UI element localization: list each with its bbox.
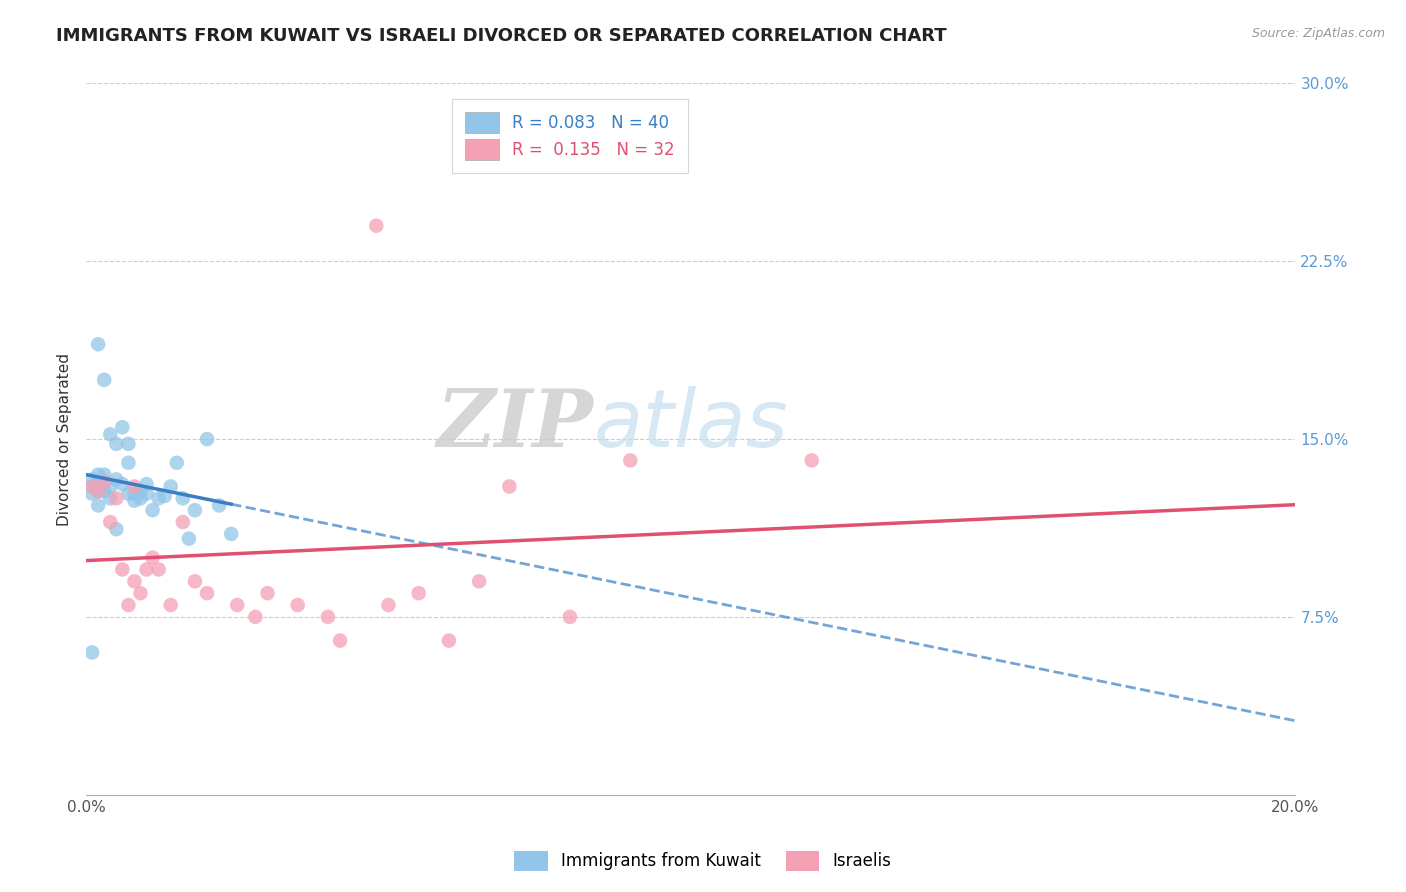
Point <box>87 467 110 482</box>
Point <box>105 522 128 536</box>
Point <box>117 486 139 500</box>
Point <box>124 493 146 508</box>
Point <box>82 645 104 659</box>
Point <box>93 484 115 499</box>
Point <box>98 491 121 506</box>
Point <box>172 515 194 529</box>
Point <box>287 598 309 612</box>
Point <box>184 503 207 517</box>
Point <box>219 527 242 541</box>
Point <box>468 574 491 589</box>
Text: atlas: atlas <box>593 386 789 464</box>
Point <box>87 484 110 499</box>
Point <box>142 550 165 565</box>
Point <box>377 598 399 612</box>
Point <box>316 610 339 624</box>
Point <box>111 477 134 491</box>
Text: Source: ZipAtlas.com: Source: ZipAtlas.com <box>1251 27 1385 40</box>
Point <box>82 486 104 500</box>
Point <box>129 586 152 600</box>
Point <box>619 453 641 467</box>
Point <box>329 633 352 648</box>
Point <box>117 456 139 470</box>
Point <box>184 574 207 589</box>
Point <box>111 420 134 434</box>
Point <box>105 491 128 506</box>
Point <box>111 562 134 576</box>
Point <box>87 499 110 513</box>
Point <box>124 574 146 589</box>
Point <box>159 598 181 612</box>
Point <box>105 472 128 486</box>
Point <box>142 503 165 517</box>
Point <box>172 491 194 506</box>
Legend: R = 0.083   N = 40, R =  0.135   N = 32: R = 0.083 N = 40, R = 0.135 N = 32 <box>451 99 688 173</box>
Point <box>117 598 139 612</box>
Point <box>148 491 170 506</box>
Point <box>800 453 823 467</box>
Point <box>98 515 121 529</box>
Point <box>93 373 115 387</box>
Point <box>153 489 176 503</box>
Text: IMMIGRANTS FROM KUWAIT VS ISRAELI DIVORCED OR SEPARATED CORRELATION CHART: IMMIGRANTS FROM KUWAIT VS ISRAELI DIVORC… <box>56 27 946 45</box>
Point <box>82 479 104 493</box>
Point <box>558 610 581 624</box>
Point <box>93 475 115 489</box>
Point <box>87 337 110 351</box>
Legend: Immigrants from Kuwait, Israelis: Immigrants from Kuwait, Israelis <box>506 842 900 880</box>
Point <box>408 586 430 600</box>
Point <box>256 586 278 600</box>
Point <box>195 586 218 600</box>
Point <box>129 491 152 506</box>
Point <box>82 479 104 493</box>
Point <box>135 486 157 500</box>
Point <box>195 432 218 446</box>
Point <box>105 437 128 451</box>
Point <box>124 486 146 500</box>
Point <box>498 479 520 493</box>
Point <box>135 562 157 576</box>
Point <box>148 562 170 576</box>
Point <box>82 472 104 486</box>
Point <box>117 437 139 451</box>
Point <box>124 479 146 493</box>
Point <box>245 610 267 624</box>
Point <box>366 219 388 233</box>
Point <box>98 479 121 493</box>
Point <box>166 456 188 470</box>
Point <box>159 479 181 493</box>
Point <box>177 532 200 546</box>
Point <box>226 598 249 612</box>
Point <box>135 477 157 491</box>
Point <box>93 475 115 489</box>
Y-axis label: Divorced or Separated: Divorced or Separated <box>58 352 72 525</box>
Point <box>93 467 115 482</box>
Point <box>87 484 110 499</box>
Point <box>129 484 152 499</box>
Point <box>98 427 121 442</box>
Text: ZIP: ZIP <box>437 386 593 464</box>
Point <box>208 499 231 513</box>
Point <box>437 633 460 648</box>
